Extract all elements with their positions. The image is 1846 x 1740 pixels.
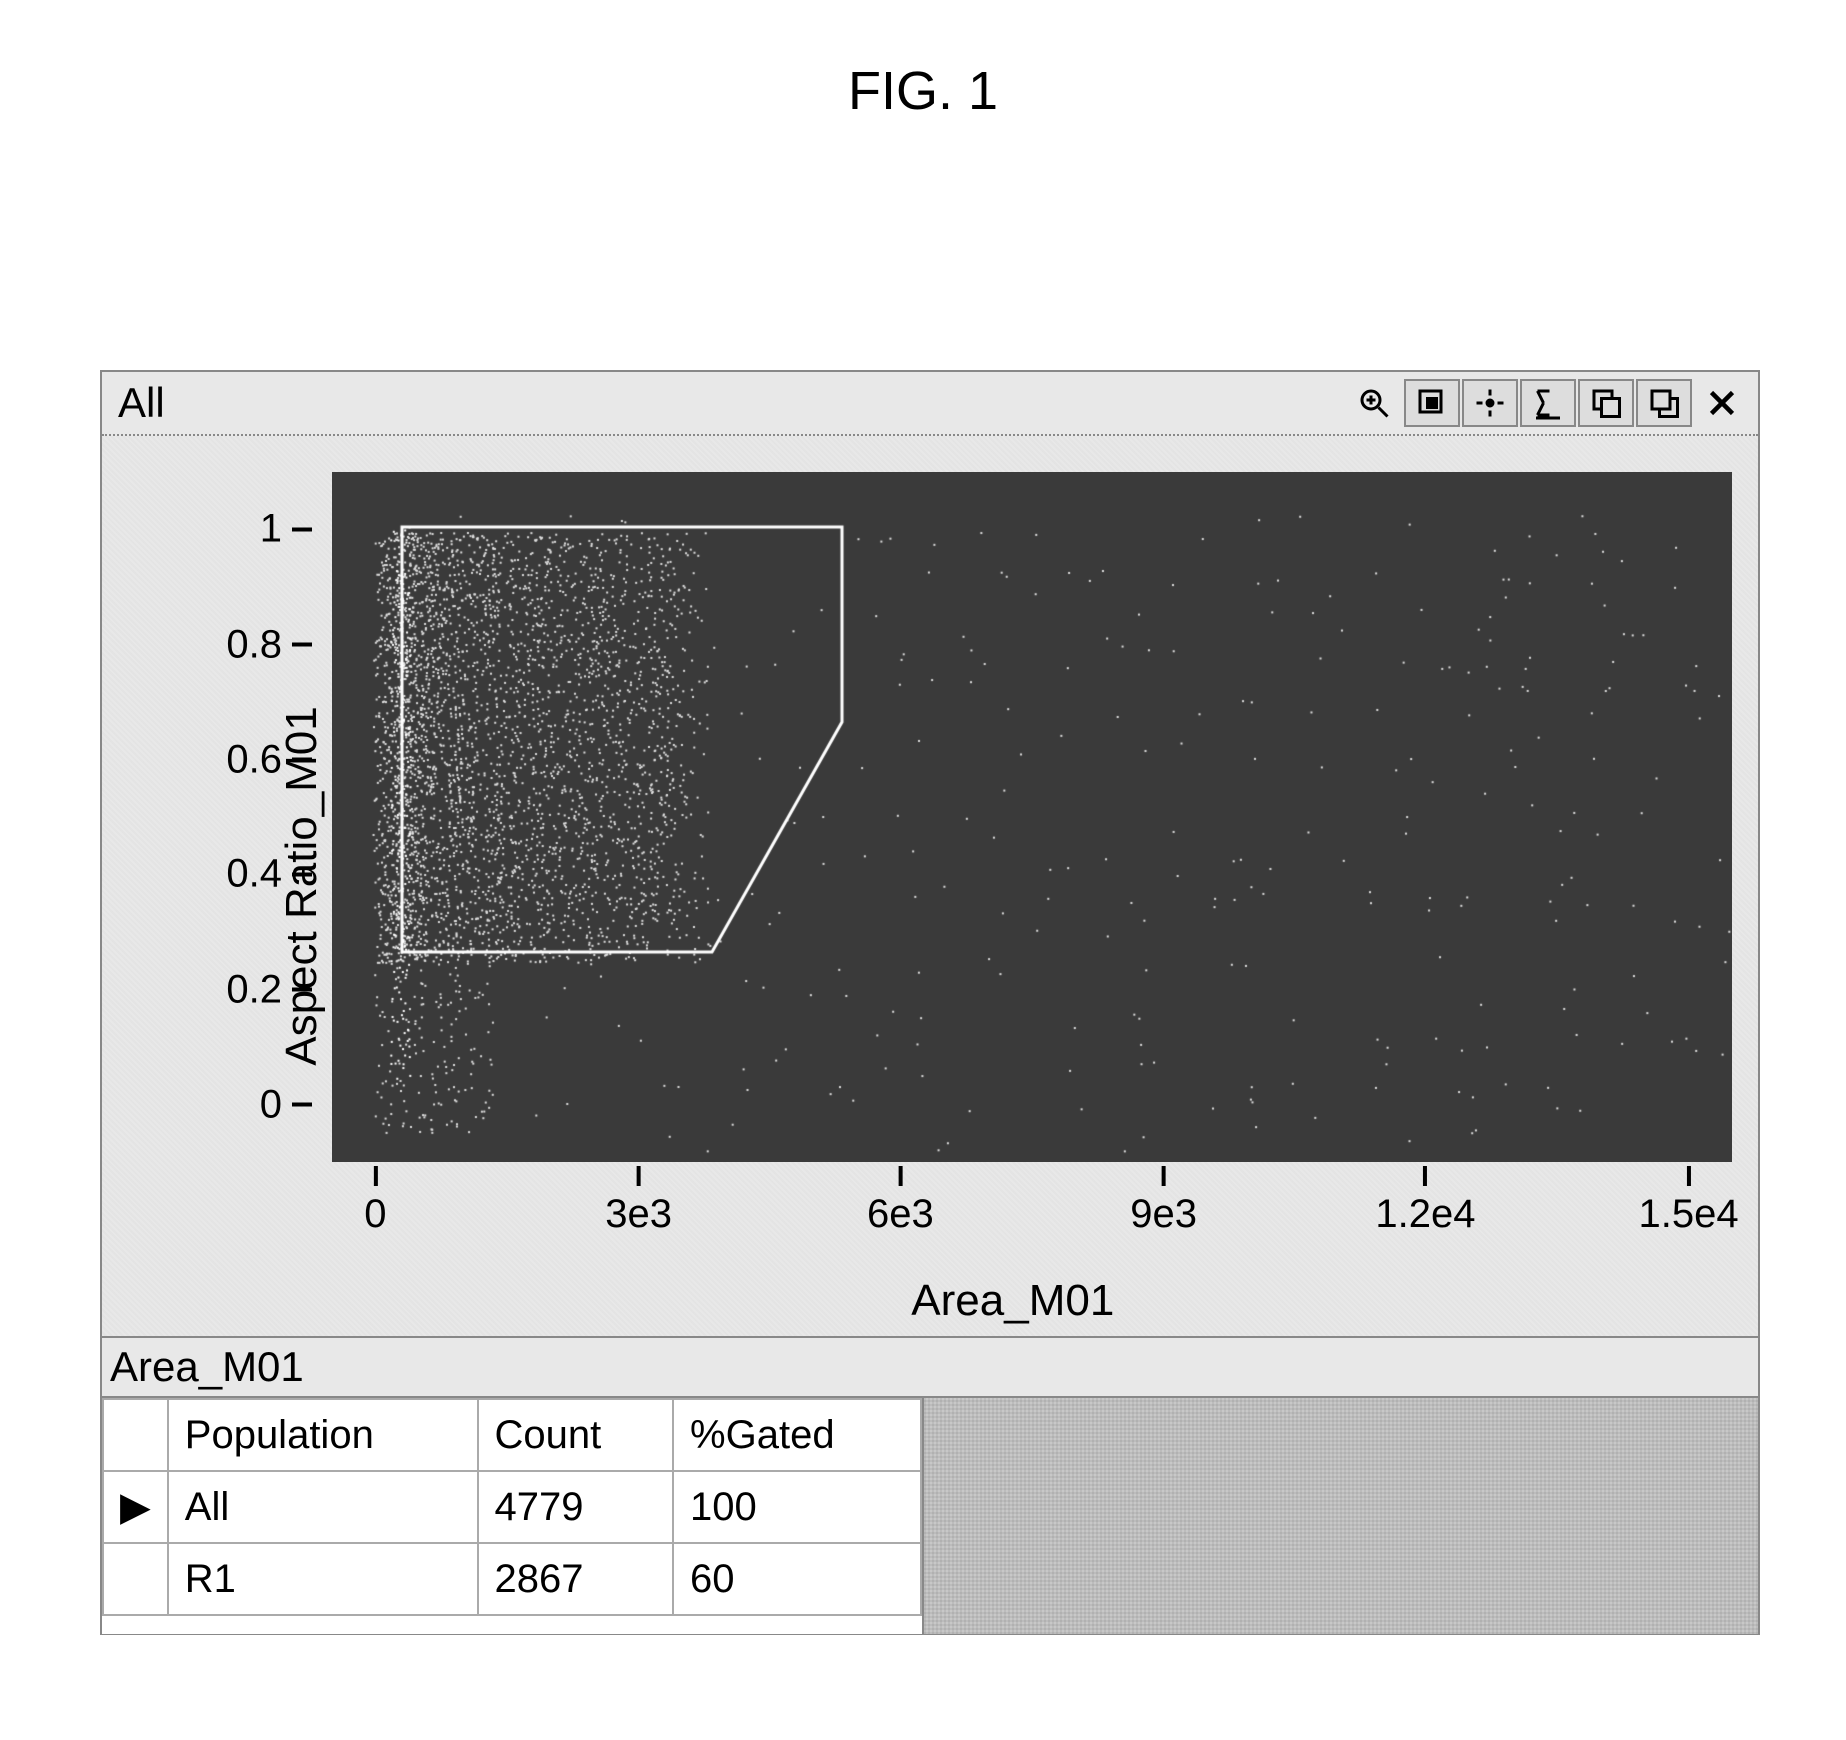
x-tick: 1.2e4 <box>1375 1166 1475 1237</box>
x-axis-ticks: 03e36e39e31.2e41.5e4 <box>332 1166 1732 1246</box>
x-tick: 9e3 <box>1130 1166 1197 1237</box>
y-tick: 0.4 <box>226 852 312 897</box>
table-cell: 2867 <box>478 1543 673 1615</box>
table-cell: All <box>168 1471 478 1543</box>
stats-icon[interactable] <box>1520 379 1576 427</box>
region-label: Area_M01 <box>102 1336 1758 1398</box>
table-header[interactable]: Population <box>168 1399 478 1471</box>
row-marker-icon <box>103 1543 168 1615</box>
stats-table-empty-area <box>922 1398 1758 1634</box>
x-axis-label: Area_M01 <box>911 1276 1114 1326</box>
window-titlebar: All <box>102 372 1758 436</box>
y-tick: 0 <box>260 1082 312 1127</box>
cursor-dot-icon[interactable] <box>1462 379 1518 427</box>
scatter-plot-panel: Aspect Ratio_M01 Area_M01 00.20.40.60.81… <box>102 436 1758 1336</box>
table-cell: 100 <box>673 1471 921 1543</box>
scatter-plot-canvas[interactable] <box>332 472 1732 1162</box>
table-cell: R1 <box>168 1543 478 1615</box>
stats-table: PopulationCount%Gated ▶All4779100R128676… <box>102 1398 922 1634</box>
x-tick: 0 <box>364 1166 386 1237</box>
x-tick: 6e3 <box>867 1166 934 1237</box>
table-row[interactable]: ▶All4779100 <box>103 1471 921 1543</box>
window-toolbar <box>1346 379 1750 427</box>
table-header[interactable]: Count <box>478 1399 673 1471</box>
close-icon[interactable] <box>1694 379 1750 427</box>
y-tick: 0.6 <box>226 737 312 782</box>
zoom-in-icon[interactable] <box>1346 379 1402 427</box>
y-tick: 0.8 <box>226 622 312 667</box>
copy-back-icon[interactable] <box>1636 379 1692 427</box>
stats-table-area: PopulationCount%Gated ▶All4779100R128676… <box>102 1398 1758 1634</box>
y-tick: 0.2 <box>226 967 312 1012</box>
row-marker-header <box>103 1399 168 1471</box>
copy-front-icon[interactable] <box>1578 379 1634 427</box>
x-tick: 1.5e4 <box>1639 1166 1739 1237</box>
select-rect-icon[interactable] <box>1404 379 1460 427</box>
figure-title: FIG. 1 <box>0 60 1846 122</box>
y-axis-ticks: 0 0.2 0.4 0.6 0.8 1 <box>222 472 312 1162</box>
table-cell: 60 <box>673 1543 921 1615</box>
x-tick: 3e3 <box>605 1166 672 1237</box>
table-row[interactable]: R1286760 <box>103 1543 921 1615</box>
window-title: All <box>110 379 165 427</box>
y-tick: 1 <box>260 507 312 552</box>
table-cell: 4779 <box>478 1471 673 1543</box>
row-marker-icon: ▶ <box>103 1471 168 1543</box>
table-header[interactable]: %Gated <box>673 1399 921 1471</box>
analysis-window: All Aspect Ratio_M <box>100 370 1760 1635</box>
